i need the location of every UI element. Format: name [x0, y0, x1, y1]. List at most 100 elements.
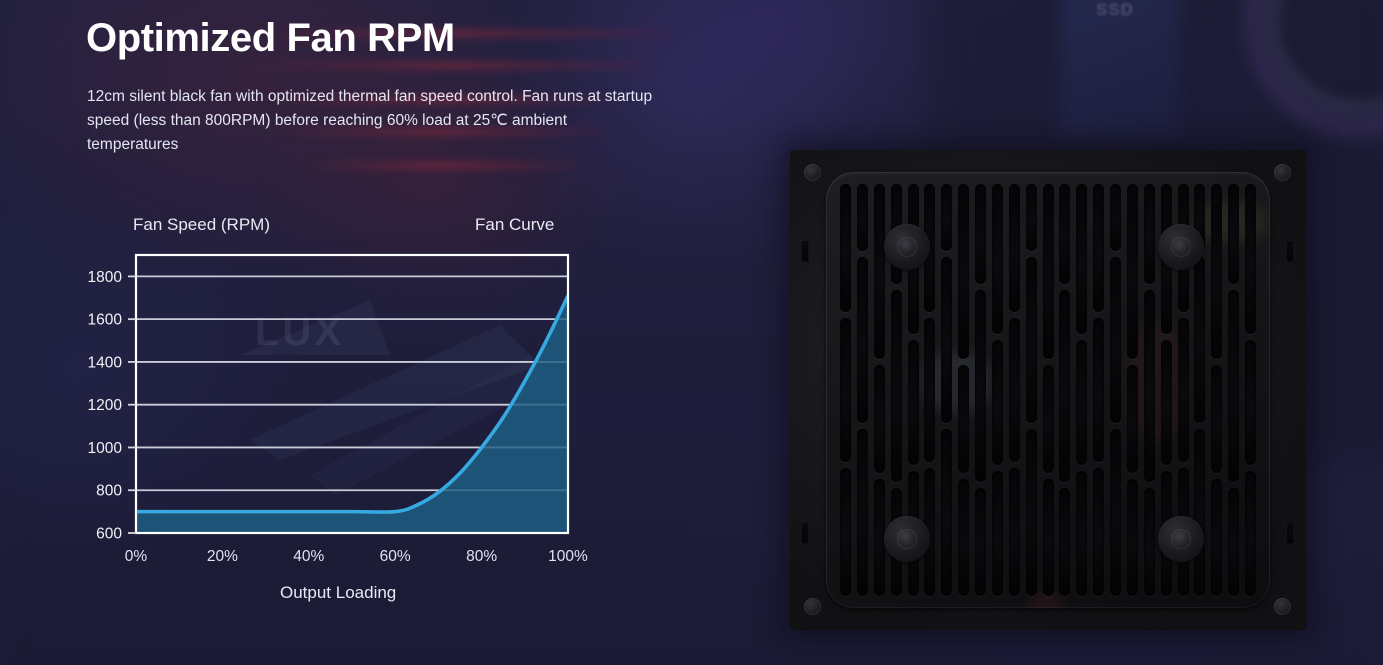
psu-vent-column: [958, 184, 970, 596]
psu-vent-slot: [1025, 256, 1037, 424]
psu-vent-slot: [1110, 429, 1121, 596]
psu-vent-slot: [1110, 256, 1121, 424]
chart-x-tick-label: 80%: [466, 548, 497, 565]
psu-vent-slot: [975, 184, 986, 284]
chart-x-tick-label: 100%: [548, 548, 588, 565]
psu-vent-slot: [1076, 471, 1088, 596]
psu-vent-slot: [1059, 487, 1071, 596]
chart-gridlines: [136, 275, 568, 492]
psu-vent-slot: [840, 468, 851, 596]
psu-fan-screw-icon: [884, 224, 930, 270]
chart-y-tick-label: 600: [96, 526, 122, 543]
psu-vent-slot: [856, 256, 868, 424]
psu-vent-slot: [856, 184, 868, 251]
psu-vent-slot: [941, 184, 953, 251]
psu-vent-slot: [1110, 184, 1121, 251]
psu-vent-slot: [975, 487, 986, 596]
psu-vent-slot: [873, 365, 885, 474]
psu-vent-column: [840, 184, 851, 596]
psu-vent-slot: [1228, 290, 1240, 482]
psu-vent-slot: [975, 290, 986, 482]
chart-watermark: LUX: [240, 300, 550, 495]
psu-vent-slot: [907, 340, 919, 465]
chart-y-ticks: 600 800 1000 1200 1400 1600 1800: [88, 269, 136, 543]
psu-vent-slot: [1126, 184, 1138, 359]
psu-side-tab: [801, 240, 809, 262]
psu-vent-slot: [1042, 479, 1054, 596]
chart-x-tick-label: 0%: [125, 548, 148, 565]
psu-vent-slot: [1008, 468, 1020, 596]
psu-vent-slot: [1211, 184, 1223, 359]
psu-fan-screw-icon: [1158, 516, 1204, 562]
psu-vent-slot: [958, 184, 970, 359]
psu-vent-slot: [1228, 487, 1240, 596]
psu-vent-column: [991, 184, 1003, 596]
psu-vent-slot: [1160, 340, 1172, 465]
svg-text:LUX: LUX: [255, 310, 344, 354]
psu-vent-slot: [1093, 468, 1105, 596]
psu-vent-column: [1042, 184, 1054, 596]
psu-vent-slot: [840, 317, 851, 463]
psu-vent-slot: [924, 468, 936, 596]
psu-vent-slot: [1076, 340, 1088, 465]
chart-y-tick-label: 800: [96, 483, 122, 500]
psu-vent-column: [1245, 184, 1256, 596]
psu-vent-column: [1228, 184, 1240, 596]
psu-corner-screw-icon: [1274, 598, 1291, 615]
chart-x-ticks: 0% 20% 40% 60% 80% 100%: [125, 548, 588, 565]
psu-vent-slot: [1228, 184, 1240, 284]
psu-vent-slot: [1059, 184, 1071, 284]
psu-vent-slot: [1211, 479, 1223, 596]
psu-vent-slot: [1245, 340, 1256, 465]
psu-fan-screw-icon: [1158, 224, 1204, 270]
psu-vent-slot: [1143, 487, 1155, 596]
chart-y-tick-label: 1200: [88, 397, 123, 414]
psu-corner-screw-icon: [804, 598, 821, 615]
psu-vent-slot: [1025, 184, 1037, 251]
psu-vent-slot: [840, 184, 851, 312]
fan-curve-chart: Fan Speed (RPM) Fan Curve Output Loading…: [70, 205, 610, 615]
psu-vent-column: [1076, 184, 1088, 596]
psu-vent-slot: [1093, 317, 1105, 463]
psu-product-photo: [790, 150, 1306, 630]
chart-frame: [134, 253, 570, 535]
chart-plot-area: LUX 600 800 1000 1200 1400 1600 1800 0% 20% 40% 6…: [88, 253, 588, 565]
psu-vent-slot: [1245, 184, 1256, 334]
psu-vent-slot: [1093, 184, 1105, 312]
psu-vent-slot: [991, 471, 1003, 596]
psu-vent-column: [1093, 184, 1105, 596]
psu-vent-slot: [1042, 184, 1054, 359]
chart-title: Fan Curve: [475, 215, 555, 234]
psu-fan-screw-icon: [884, 516, 930, 562]
psu-vent-slot: [941, 429, 953, 596]
psu-vent-slot: [1008, 184, 1020, 312]
chart-y-axis-title: Fan Speed (RPM): [133, 215, 270, 234]
psu-vent-column: [941, 184, 953, 596]
psu-vent-column: [1059, 184, 1071, 596]
psu-corner-screw-icon: [804, 164, 821, 181]
page-title: Optimized Fan RPM: [86, 16, 455, 60]
psu-vent-slot: [1025, 429, 1037, 596]
psu-vent-slot: [958, 479, 970, 596]
psu-vent-slot: [1194, 429, 1206, 596]
psu-vent-slot: [991, 184, 1003, 334]
psu-vent-column: [1110, 184, 1121, 596]
psu-vent-column: [873, 184, 885, 596]
chart-x-tick-label: 20%: [207, 548, 238, 565]
psu-vent-column: [1194, 184, 1206, 596]
chart-curve-line: [136, 293, 568, 514]
psu-vent-slot: [941, 256, 953, 424]
psu-vent-slot: [1194, 184, 1206, 251]
psu-vent-slot: [1143, 184, 1155, 284]
psu-vent-slot: [1194, 256, 1206, 424]
psu-side-tab: [801, 522, 809, 544]
psu-vent-column: [856, 184, 868, 596]
psu-vent-column: [1211, 184, 1223, 596]
psu-vent-column: [1008, 184, 1020, 596]
psu-vent-slot: [890, 290, 902, 482]
psu-side-tab: [1286, 240, 1294, 262]
psu-vent-slot: [1008, 317, 1020, 463]
chart-y-tick-label: 1400: [88, 354, 123, 371]
psu-vent-slot: [1059, 290, 1071, 482]
